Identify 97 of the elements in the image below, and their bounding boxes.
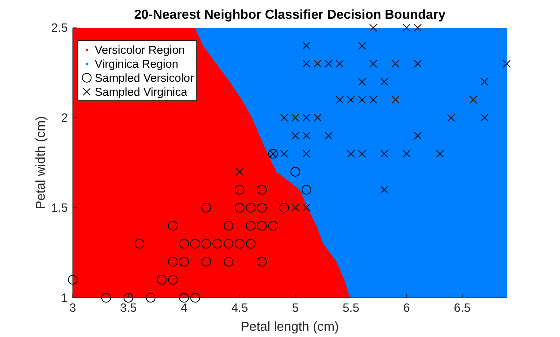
point	[302, 42, 311, 50]
legend-label: Sampled Versicolor	[95, 73, 194, 85]
point	[101, 293, 112, 303]
point	[257, 221, 268, 231]
point	[470, 96, 478, 104]
point	[202, 203, 212, 213]
point	[190, 293, 200, 303]
point	[347, 150, 356, 158]
point	[202, 257, 212, 267]
point	[168, 275, 178, 285]
y-tick-label: 2	[61, 111, 68, 125]
point	[179, 257, 190, 267]
point	[235, 239, 245, 249]
point	[246, 221, 256, 231]
point	[503, 60, 511, 68]
y-tick-label: 1.5	[51, 201, 68, 215]
point	[358, 150, 366, 158]
legend-label: Virginica Region	[95, 59, 179, 71]
point	[336, 96, 344, 104]
point	[168, 221, 178, 231]
x-tick-label: 3.5	[120, 301, 138, 315]
point	[480, 78, 489, 86]
point	[358, 78, 366, 86]
point	[370, 24, 378, 32]
point	[246, 239, 256, 249]
point	[402, 24, 411, 32]
point	[268, 221, 278, 231]
point	[370, 96, 378, 104]
point	[392, 96, 400, 104]
x-tick-label: 5	[292, 301, 300, 315]
point	[236, 168, 244, 176]
point	[380, 186, 388, 194]
y-axis-title: Petal width (cm)	[33, 116, 48, 210]
point	[402, 150, 411, 158]
x-tick-label: 6	[404, 301, 410, 315]
point	[224, 221, 234, 231]
point	[370, 60, 378, 68]
point	[302, 60, 311, 68]
y-tick-label: 1	[61, 291, 68, 305]
point	[257, 203, 268, 213]
point	[280, 114, 288, 122]
point	[179, 293, 190, 303]
point	[290, 167, 300, 177]
point	[292, 114, 300, 122]
point	[235, 203, 245, 213]
point	[168, 257, 178, 267]
point	[358, 42, 366, 50]
point	[257, 185, 268, 195]
point	[325, 132, 333, 140]
legend-label: Versicolor Region	[95, 45, 186, 57]
point	[314, 60, 322, 68]
point	[380, 150, 388, 158]
point	[336, 60, 344, 68]
point	[302, 185, 312, 195]
point	[392, 60, 400, 68]
point	[414, 132, 422, 140]
point	[302, 114, 311, 122]
x-tick-label: 5.5	[342, 301, 360, 315]
x-tick-label: 3	[70, 301, 77, 315]
point	[302, 150, 311, 158]
point	[280, 203, 290, 213]
x-tick-label: 6.5	[454, 301, 472, 315]
point	[358, 96, 366, 104]
point	[257, 257, 268, 267]
point	[436, 150, 444, 158]
point	[414, 24, 422, 32]
point	[190, 239, 200, 249]
point	[325, 60, 333, 68]
x-axis-title: Petal length (cm)	[240, 319, 340, 334]
point	[246, 203, 256, 213]
point	[314, 114, 322, 122]
point	[235, 185, 245, 195]
point	[302, 132, 311, 140]
point	[347, 96, 356, 104]
point	[224, 257, 234, 267]
point	[202, 239, 212, 249]
point	[280, 150, 288, 158]
point	[380, 78, 388, 86]
point	[179, 239, 190, 249]
y-tick-label: 2.5	[51, 21, 68, 35]
point	[212, 239, 223, 249]
point	[302, 204, 311, 212]
point	[447, 114, 456, 122]
point	[134, 239, 145, 249]
point	[124, 293, 134, 303]
x-tick-label: 4.5	[232, 301, 249, 315]
point	[68, 275, 78, 285]
point	[157, 275, 167, 285]
point	[414, 60, 422, 68]
x-tick-label: 4	[180, 301, 188, 315]
point	[480, 114, 489, 122]
point	[224, 239, 234, 249]
point	[292, 204, 300, 212]
point	[146, 293, 156, 303]
point	[292, 132, 300, 140]
legend-label: Sampled Virginica	[95, 87, 188, 99]
chart-title: 20-Nearest Neighbor Classifier Decision Boundary	[134, 7, 446, 22]
